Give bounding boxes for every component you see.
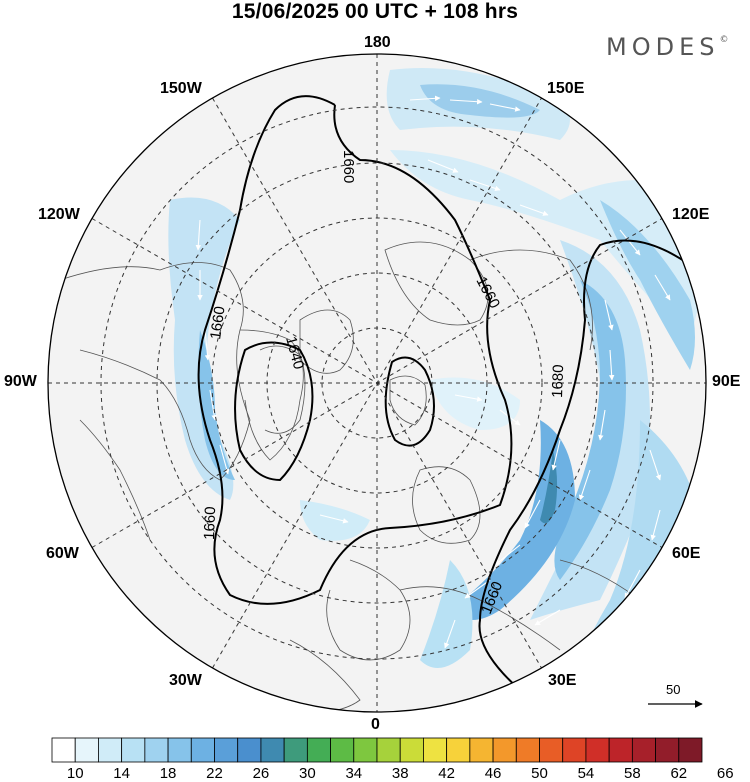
meridian-label-90e: 90E: [712, 373, 741, 390]
meridian-label-150w: 150W: [160, 80, 202, 97]
map-boundary: [47, 53, 707, 713]
meridian-label-150e: 150E: [547, 80, 585, 97]
colorbar-swatch: [98, 737, 123, 763]
colorbar-swatch: [353, 737, 378, 763]
coastlines: [59, 241, 681, 712]
contour-label: 1660: [340, 150, 357, 183]
contour-label: 1660: [201, 506, 219, 540]
colorbar-tick-label: 42: [438, 765, 455, 782]
brand-text: MODES: [606, 33, 720, 61]
colorbar-swatch: [376, 737, 401, 763]
colorbar-tick-label: 14: [113, 765, 130, 782]
colorbar-swatch: [51, 737, 76, 763]
meridian-label-0: 0: [371, 716, 380, 733]
colorbar-tick-label: 22: [206, 765, 223, 782]
colorbar-tick-label: 38: [391, 765, 409, 782]
meridian-label-60e: 60E: [672, 545, 701, 562]
colorbar-swatch: [446, 737, 471, 763]
contour-label: 1680: [549, 364, 567, 398]
colorbar-tick-label: 26: [252, 765, 270, 782]
contour-label: 1660: [207, 305, 228, 340]
colorbar-swatch: [167, 737, 192, 763]
colorbar-swatch: [655, 737, 680, 763]
colorbar-swatch: [306, 737, 331, 763]
meridian-label-30e: 30E: [548, 672, 577, 689]
wind-vectors: [195, 95, 671, 649]
colorbar-swatch: [515, 737, 540, 763]
colorbar-swatch: [539, 737, 564, 763]
colorbar-swatch: [260, 737, 285, 763]
colorbar-swatch: [121, 737, 146, 763]
copyright-mark: ©: [719, 35, 729, 45]
colorbar-swatch: [423, 737, 448, 763]
colorbar-tick-label: 62: [670, 765, 688, 782]
colorbar-tick-label: 66: [716, 765, 734, 782]
colorbar-swatch: [144, 737, 169, 763]
colorbar-tick-label: 46: [484, 765, 502, 782]
colorbar-swatch: [399, 737, 424, 763]
meridian-label-30w: 30W: [169, 672, 202, 689]
colorbar-swatch: [678, 737, 703, 763]
map-disk: [48, 54, 706, 712]
meridian-label-90w: 90W: [4, 373, 37, 390]
meridian-label-120e: 120E: [672, 206, 710, 223]
colorbar-swatch: [190, 737, 215, 763]
colorbar-tick-label: 34: [345, 765, 363, 782]
colorbar-swatch: [214, 737, 239, 763]
meridian-label-180: 180: [364, 34, 391, 51]
colorbar: [51, 737, 703, 763]
colorbar-tick-label: 50: [531, 765, 548, 782]
modes-logo: MODES©: [606, 33, 728, 61]
colorbar-tick-label: 18: [159, 765, 177, 782]
colorbar-swatch: [492, 737, 517, 763]
height-contours: [197, 95, 691, 691]
colorbar-tick-label: 54: [577, 765, 595, 782]
meridian-label-60w: 60W: [46, 545, 79, 562]
colorbar-tick-label: 58: [624, 765, 641, 782]
colorbar-swatch: [74, 737, 99, 763]
colorbar-swatch: [283, 737, 308, 763]
reference-vector-value: 50: [666, 682, 681, 697]
colorbar-swatch: [562, 737, 587, 763]
graticule: [48, 54, 706, 712]
colorbar-swatch: [585, 737, 610, 763]
map-title: 15/06/2025 00 UTC + 108 hrs: [231, 0, 519, 23]
colorbar-swatch: [237, 737, 262, 763]
meridian-label-120w: 120W: [38, 206, 80, 223]
colorbar-tick-label: 30: [299, 765, 316, 782]
colorbar-swatch: [608, 737, 633, 763]
colorbar-swatch: [469, 737, 494, 763]
colorbar-swatch: [330, 737, 355, 763]
colorbar-tick-label: 10: [66, 765, 84, 782]
colorbar-swatch: [631, 737, 656, 763]
